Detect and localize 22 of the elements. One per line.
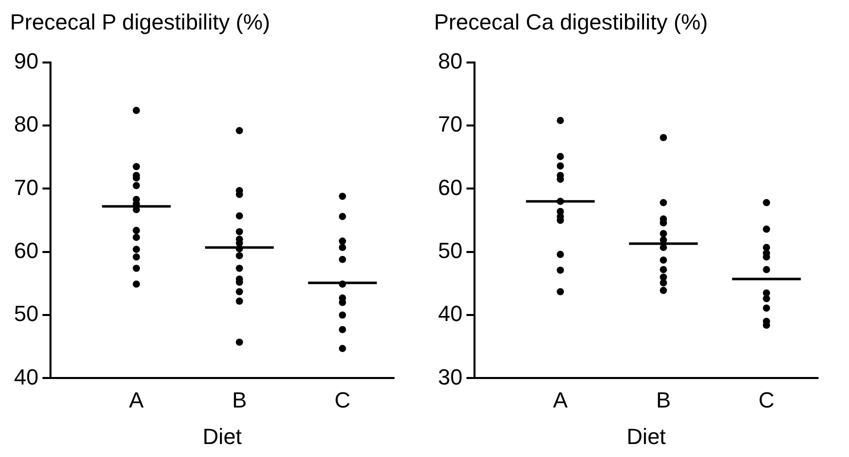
x-tick-label: B bbox=[232, 387, 247, 412]
y-tick-label: 60 bbox=[14, 238, 38, 263]
y-tick-label: 80 bbox=[14, 112, 38, 137]
x-tick-label: A bbox=[553, 387, 568, 412]
y-tick-label: 60 bbox=[438, 174, 462, 200]
x-tick-label: C bbox=[334, 387, 351, 412]
y-tick-label: 30 bbox=[438, 364, 462, 390]
x-axis-title: Diet bbox=[626, 424, 666, 449]
x-tick-label: B bbox=[656, 387, 671, 412]
chart-title: Prececal P digestibility (%) bbox=[10, 9, 270, 34]
y-tick-label: 40 bbox=[14, 364, 38, 390]
y-tick-label: 70 bbox=[438, 112, 462, 137]
x-axis-title: Diet bbox=[202, 424, 242, 449]
y-tick-label: 50 bbox=[438, 238, 462, 263]
x-tick-label: C bbox=[758, 387, 775, 412]
y-tick-label: 70 bbox=[14, 174, 38, 200]
y-tick-label: 90 bbox=[14, 48, 38, 74]
chart-title: Prececal Ca digestibility (%) bbox=[434, 9, 708, 34]
y-tick-label: 50 bbox=[14, 301, 38, 326]
x-tick-label: A bbox=[129, 387, 144, 412]
y-tick-label: 80 bbox=[438, 48, 462, 74]
y-tick-label: 40 bbox=[438, 301, 462, 326]
